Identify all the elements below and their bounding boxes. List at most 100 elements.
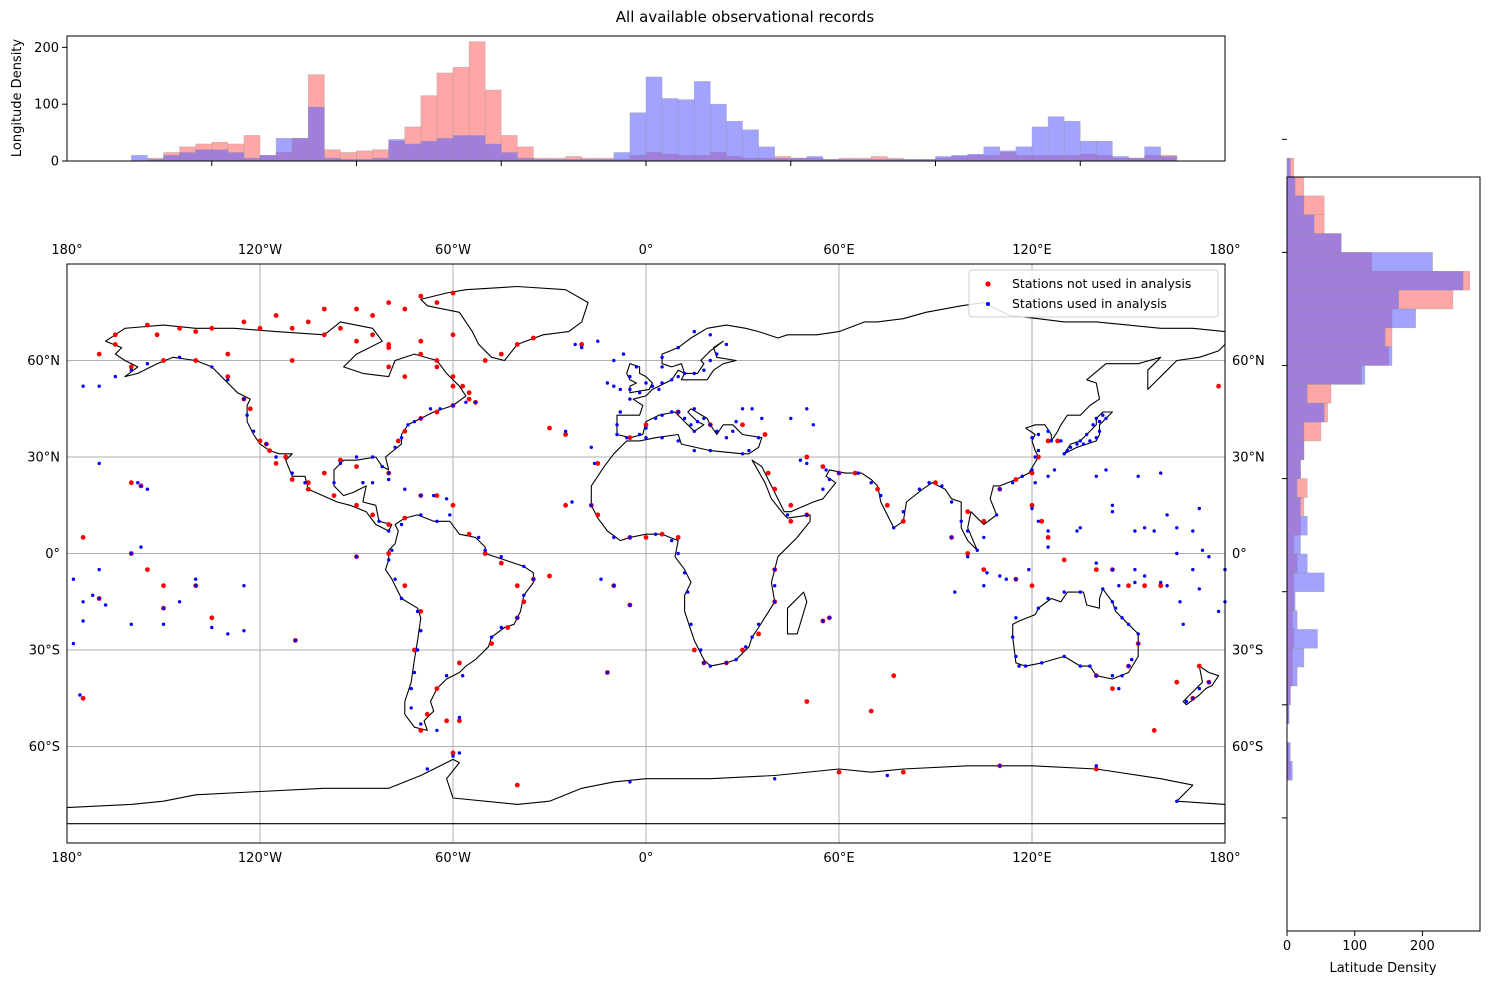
station-point-s0-89	[891, 673, 897, 679]
lon-bar-s1-56	[1031, 126, 1049, 162]
station-point-s1-246	[1130, 657, 1134, 662]
station-point-s0-20	[482, 551, 488, 556]
station-point-s1-3	[129, 368, 133, 372]
station-point-s1-208	[1097, 429, 1102, 433]
station-point-s1-213	[1091, 423, 1095, 427]
station-point-s1-51	[412, 670, 417, 675]
station-point-s0-63	[595, 461, 601, 466]
station-point-s1-290	[628, 780, 632, 784]
station-point-s0-1	[128, 364, 134, 370]
station-point-s1-52	[409, 686, 413, 691]
station-point-s0-163	[321, 332, 327, 338]
station-point-s1-130	[644, 436, 648, 440]
station-point-s1-92	[708, 333, 712, 337]
lon-bar-s1-11	[307, 106, 325, 162]
station-point-s1-167	[827, 477, 832, 482]
station-point-s1-222	[1046, 529, 1050, 533]
station-point-s0-44	[466, 396, 472, 402]
station-point-s0-118	[1029, 583, 1035, 589]
latitude-histogram: 0 100 200 Latitude Density	[1282, 138, 1481, 976]
station-point-s1-223	[1046, 545, 1050, 549]
station-point-s1-173	[811, 423, 815, 427]
lat-xtick-label-2: 200	[1410, 939, 1435, 954]
station-point-s0-22	[514, 583, 520, 589]
station-point-s0-9	[289, 477, 295, 482]
station-point-s1-192	[1011, 481, 1015, 485]
station-point-s1-96	[660, 365, 664, 369]
station-point-s0-116	[1151, 728, 1157, 733]
station-point-s0-4	[225, 374, 231, 379]
lat-bar-s1-10	[1286, 346, 1393, 366]
lat-bar-s1-20	[1286, 534, 1301, 555]
lat-bar-s1-2	[1286, 195, 1305, 216]
station-point-s0-180	[386, 300, 392, 305]
station-point-s1-319	[1142, 526, 1147, 530]
lon-bar-s1-42	[806, 156, 824, 162]
station-point-s1-314	[71, 577, 76, 581]
lat-bar-s1-13	[1286, 402, 1325, 423]
station-point-s1-309	[194, 577, 198, 581]
station-point-s1-248	[1136, 632, 1140, 636]
station-point-s1-44	[390, 548, 394, 552]
station-point-s1-47	[399, 596, 404, 601]
station-point-s1-305	[139, 545, 143, 549]
station-point-s0-159	[154, 332, 160, 338]
station-point-s0-185	[96, 351, 102, 357]
station-point-s0-73	[643, 535, 649, 540]
station-point-s0-7	[257, 438, 263, 444]
station-point-s1-165	[805, 513, 809, 517]
station-point-s0-174	[482, 358, 488, 363]
station-point-s1-277	[1133, 529, 1137, 533]
station-point-s1-22	[399, 436, 404, 440]
station-point-s0-191	[161, 583, 166, 589]
station-point-s1-48	[415, 609, 420, 614]
station-point-s1-179	[879, 493, 883, 498]
station-point-s1-315	[91, 593, 95, 597]
station-point-s1-219	[1033, 481, 1037, 485]
station-point-s1-146	[628, 535, 632, 540]
station-point-s1-203	[1068, 445, 1073, 449]
lon-bar-s1-9	[275, 137, 293, 162]
station-point-s1-189	[982, 535, 986, 540]
station-point-s1-169	[805, 461, 809, 466]
station-point-s0-94	[1013, 477, 1019, 482]
station-point-s1-272	[1184, 699, 1189, 704]
station-point-s0-172	[466, 390, 472, 396]
station-point-s1-207	[1094, 436, 1099, 440]
station-point-s1-282	[1191, 529, 1195, 533]
station-point-s0-157	[283, 454, 289, 460]
station-point-s0-26	[457, 660, 462, 666]
lon-bar-s1-16	[388, 139, 406, 162]
station-point-s0-64	[563, 502, 568, 508]
coastline-africa-eurasia	[590, 302, 1226, 667]
station-point-s1-269	[1207, 680, 1211, 684]
station-point-s1-245	[1126, 664, 1131, 668]
station-point-s0-30	[128, 480, 134, 486]
station-point-s0-102	[1061, 557, 1067, 563]
coastline-new-zealand	[1182, 665, 1220, 706]
station-point-s0-132	[788, 502, 794, 508]
lat-bar-s1-3	[1286, 214, 1315, 234]
station-point-s1-164	[785, 513, 790, 517]
station-point-s0-96	[1036, 454, 1041, 460]
station-point-s0-55	[209, 325, 215, 331]
station-point-s0-126	[852, 470, 858, 476]
station-point-s1-100	[615, 423, 619, 427]
station-point-s1-202	[1065, 448, 1070, 453]
lat-bar-s1-16	[1286, 459, 1301, 479]
station-point-s1-21	[393, 445, 397, 449]
lat-bar-s1-19	[1286, 515, 1308, 536]
station-point-s1-296	[1175, 799, 1179, 803]
station-point-s1-109	[682, 416, 687, 421]
station-point-s1-262	[1094, 561, 1099, 565]
station-point-s0-91	[965, 509, 971, 515]
station-point-s0-188	[80, 535, 86, 540]
station-point-s0-105	[1126, 583, 1131, 589]
station-point-s1-185	[949, 500, 954, 504]
station-point-s1-30	[473, 400, 478, 404]
station-point-s1-321	[1207, 555, 1211, 559]
station-point-s0-59	[370, 313, 375, 318]
station-point-s1-65	[499, 555, 503, 559]
station-point-s1-116	[715, 429, 719, 433]
station-point-s1-186	[959, 519, 963, 523]
